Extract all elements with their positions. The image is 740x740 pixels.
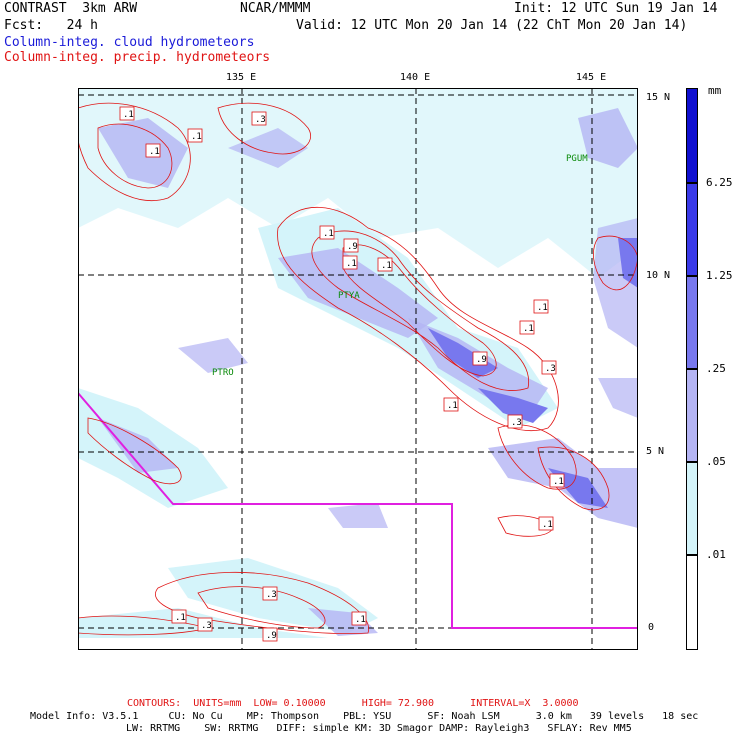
colorbar-swatch [686, 555, 698, 650]
forecast-map: .1 .1 .1 .3 .1 .9 .1 .1 .1 .9 .3 .1 .3 .… [78, 88, 638, 650]
contour-label: .1 [443, 397, 459, 412]
svg-text:.9: .9 [476, 355, 487, 365]
model-title: CONTRAST 3km ARW [4, 1, 138, 16]
contour-label: .3 [262, 586, 278, 601]
contour-label: .3 [197, 617, 213, 632]
contour-label: .1 [145, 143, 161, 158]
svg-text:.1: .1 [542, 520, 553, 530]
colorbar-swatch [686, 462, 698, 555]
svg-text:.9: .9 [347, 242, 358, 252]
contour-label: .1 [377, 257, 393, 272]
contour-label: .1 [342, 255, 358, 270]
colorbar-level: 1.25 [706, 269, 733, 282]
lat-lon-grid [78, 88, 638, 650]
lat-label-15n: 15 N [646, 92, 671, 103]
lon-label-145: 145 E [576, 72, 607, 83]
svg-text:.9: .9 [266, 631, 277, 641]
svg-text:.1: .1 [355, 615, 366, 625]
svg-text:.3: .3 [545, 364, 556, 374]
lon-label-135: 135 E [226, 72, 257, 83]
contour-label: .1 [533, 299, 549, 314]
svg-text:.1: .1 [123, 110, 134, 120]
valid-time: Valid: 12 UTC Mon 20 Jan 14 (22 ChT Mon … [296, 18, 688, 33]
contour-label: .1 [519, 320, 535, 335]
svg-text:.3: .3 [511, 418, 522, 428]
colorbar-unit: mm [708, 84, 722, 97]
contour-label: .1 [171, 609, 187, 624]
svg-text:.1: .1 [191, 132, 202, 142]
model-info-line2: LW: RRTMG SW: RRTMG DIFF: simple KM: 3D … [126, 723, 632, 734]
contour-label-group: .1 .1 .1 .3 .1 .9 .1 .1 .1 .9 .3 .1 .3 .… [119, 106, 565, 642]
region-boundary [78, 392, 638, 629]
field-cloud-label: Column-integ. cloud hydrometeors [4, 35, 255, 50]
colorbar-level: 6.25 [706, 176, 733, 189]
contour-label: .9 [472, 351, 488, 366]
contour-label: .1 [538, 516, 554, 531]
svg-text:.3: .3 [201, 621, 212, 631]
contour-label: .1 [351, 611, 367, 626]
lon-label-140: 140 E [400, 72, 431, 83]
contour-label: .1 [319, 225, 335, 240]
colorbar-swatch [686, 276, 698, 369]
contour-info: CONTOURS: UNITS=mm LOW= 0.10000 HIGH= 72… [127, 698, 579, 709]
svg-text:.1: .1 [323, 229, 334, 239]
lat-label-5n: 5 N [646, 446, 665, 457]
colorbar-level: .25 [706, 362, 726, 375]
svg-text:.1: .1 [381, 261, 392, 271]
lat-label-10n: 10 N [646, 270, 671, 281]
colorbar-level: .05 [706, 455, 726, 468]
svg-text:.1: .1 [149, 147, 160, 157]
contour-label: .3 [507, 414, 523, 429]
colorbar-swatch [686, 183, 698, 276]
colorbar-level: .01 [706, 548, 726, 561]
model-info-line1: Model Info: V3.5.1 CU: No Cu MP: Thompso… [30, 711, 699, 722]
lat-label-eq: 0 [648, 622, 655, 633]
agency-label: NCAR/MMMM [240, 1, 311, 16]
contour-label: .3 [251, 111, 267, 126]
contour-label: .1 [549, 473, 565, 488]
svg-text:.1: .1 [346, 259, 357, 269]
contour-label: .9 [343, 238, 359, 253]
svg-text:.1: .1 [523, 324, 534, 334]
svg-text:.1: .1 [553, 477, 564, 487]
forecast-hour: Fcst: 24 h [4, 18, 98, 33]
svg-text:.3: .3 [255, 115, 266, 125]
contour-label: .1 [187, 128, 203, 143]
colorbar-swatch [686, 369, 698, 462]
svg-text:.1: .1 [175, 613, 186, 623]
contour-label: .1 [119, 106, 135, 121]
svg-text:.1: .1 [447, 401, 458, 411]
station-group: PGUM PTYA PTRO [212, 154, 588, 378]
svg-text:.3: .3 [266, 590, 277, 600]
contour-label: .9 [262, 627, 278, 642]
svg-text:.1: .1 [537, 303, 548, 313]
precip-contours [78, 102, 638, 636]
station-ptro: PTRO [212, 368, 234, 378]
colorbar-swatch [686, 88, 698, 183]
station-ptya: PTYA [338, 291, 360, 301]
field-precip-label: Column-integ. precip. hydrometeors [4, 50, 271, 65]
contour-label: .3 [541, 360, 557, 375]
init-time: Init: 12 UTC Sun 19 Jan 14 [514, 1, 718, 16]
station-pgum: PGUM [566, 154, 588, 164]
